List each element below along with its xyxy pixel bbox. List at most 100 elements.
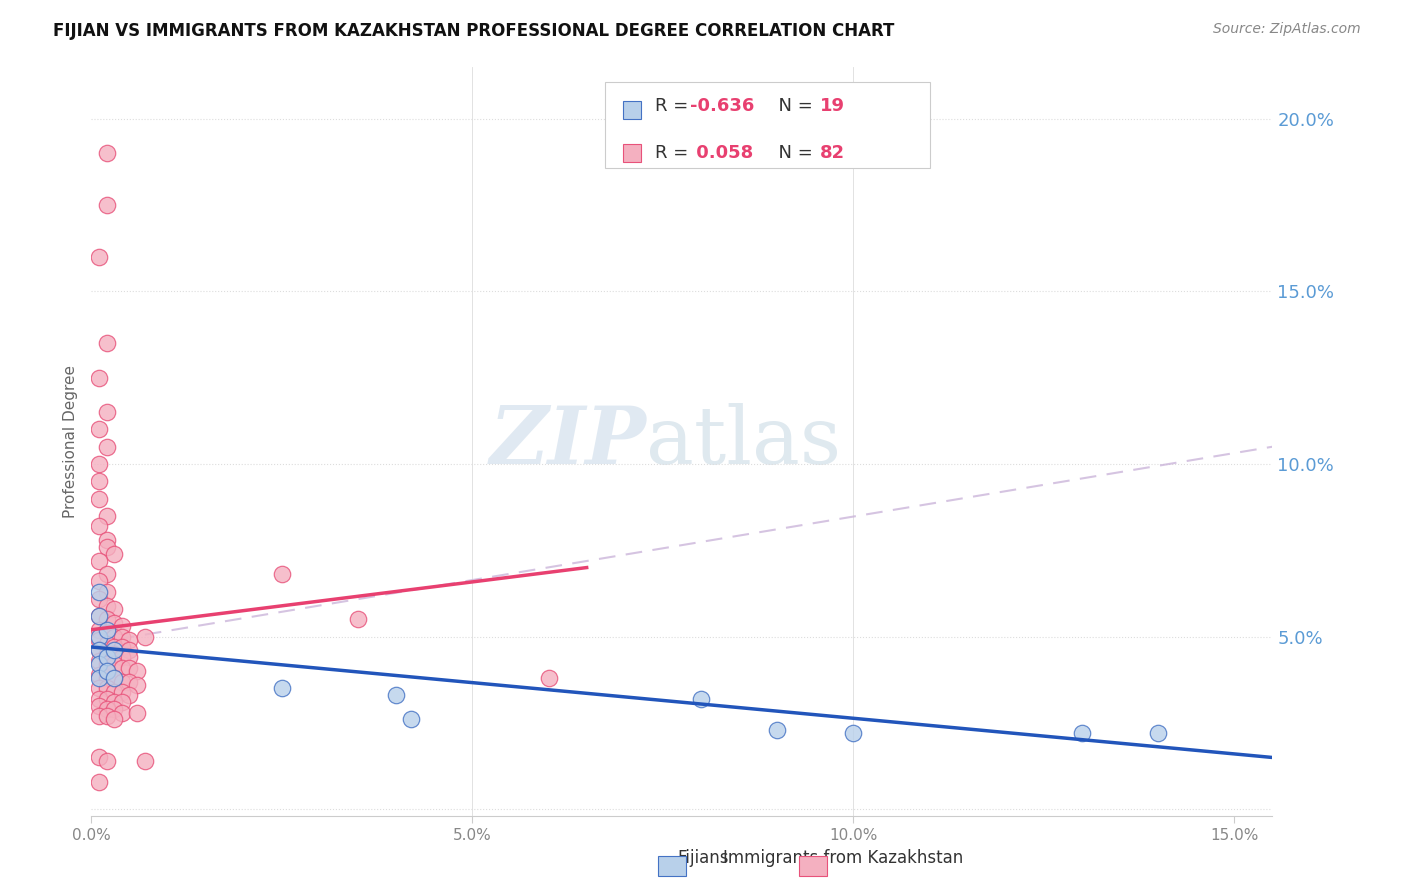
Text: FIJIAN VS IMMIGRANTS FROM KAZAKHSTAN PROFESSIONAL DEGREE CORRELATION CHART: FIJIAN VS IMMIGRANTS FROM KAZAKHSTAN PRO…: [53, 22, 894, 40]
Point: [87, 491, 110, 506]
Point: [103, 602, 125, 616]
Text: N =: N =: [766, 97, 818, 115]
FancyBboxPatch shape: [605, 82, 929, 168]
Point: [111, 640, 134, 654]
Point: [127, 678, 149, 692]
Point: [111, 619, 134, 633]
Point: [96, 626, 118, 640]
Point: [96, 650, 118, 665]
Point: [87, 643, 110, 657]
Point: [87, 654, 110, 668]
Point: [96, 198, 118, 212]
Point: [87, 667, 110, 681]
Text: R =: R =: [655, 97, 693, 115]
Point: [87, 774, 110, 789]
Point: [103, 685, 125, 699]
Point: [401, 713, 423, 727]
Point: [1147, 726, 1170, 740]
Point: [96, 754, 118, 768]
Point: [87, 691, 110, 706]
Point: [103, 630, 125, 644]
Point: [96, 612, 118, 626]
Point: [87, 608, 110, 623]
FancyBboxPatch shape: [623, 144, 641, 162]
Point: [766, 723, 789, 737]
Point: [111, 706, 134, 720]
Point: [127, 664, 149, 678]
Point: [96, 405, 118, 419]
Point: [87, 630, 110, 644]
Point: [270, 567, 292, 582]
Point: [96, 599, 118, 613]
Text: R =: R =: [655, 145, 693, 162]
Point: [96, 636, 118, 650]
Point: [96, 664, 118, 678]
Text: Immigrants from Kazakhstan: Immigrants from Kazakhstan: [724, 849, 963, 867]
Point: [537, 671, 560, 685]
Point: [134, 630, 156, 644]
Point: [118, 633, 141, 648]
Point: [96, 584, 118, 599]
Point: [103, 695, 125, 709]
Point: [96, 336, 118, 351]
Point: [96, 657, 118, 672]
Point: [96, 681, 118, 696]
Text: atlas: atlas: [647, 402, 842, 481]
Text: 82: 82: [820, 145, 845, 162]
Point: [111, 650, 134, 665]
Point: [87, 475, 110, 489]
Point: [118, 661, 141, 675]
FancyBboxPatch shape: [623, 101, 641, 120]
Point: [270, 681, 292, 696]
Point: [103, 657, 125, 672]
Text: Fijians: Fijians: [678, 849, 728, 867]
Point: [118, 689, 141, 703]
Point: [87, 608, 110, 623]
Point: [103, 547, 125, 561]
Text: 0.058: 0.058: [690, 145, 754, 162]
Point: [96, 647, 118, 661]
Point: [96, 664, 118, 678]
Point: [842, 726, 865, 740]
Text: -0.636: -0.636: [690, 97, 755, 115]
Point: [87, 671, 110, 685]
Point: [96, 709, 118, 723]
Point: [96, 146, 118, 161]
Point: [87, 554, 110, 568]
Point: [87, 574, 110, 589]
Point: [111, 630, 134, 644]
Point: [1071, 726, 1094, 740]
Text: Source: ZipAtlas.com: Source: ZipAtlas.com: [1213, 22, 1361, 37]
Point: [118, 650, 141, 665]
Point: [111, 695, 134, 709]
Point: [87, 643, 110, 657]
Point: [118, 674, 141, 689]
Point: [127, 706, 149, 720]
Point: [87, 457, 110, 471]
Point: [87, 623, 110, 637]
Point: [87, 709, 110, 723]
Point: [87, 422, 110, 436]
Point: [96, 440, 118, 454]
Text: ZIP: ZIP: [489, 403, 647, 480]
Point: [87, 633, 110, 648]
Point: [87, 657, 110, 672]
Point: [87, 250, 110, 264]
Point: [690, 691, 713, 706]
Point: [103, 671, 125, 685]
Point: [111, 674, 134, 689]
Point: [96, 691, 118, 706]
Point: [103, 49, 125, 63]
Point: [87, 591, 110, 606]
Point: [87, 519, 110, 533]
Point: [103, 702, 125, 716]
Point: [87, 750, 110, 764]
Point: [103, 671, 125, 685]
Point: [103, 643, 125, 657]
Point: [96, 671, 118, 685]
Point: [103, 615, 125, 630]
Text: 19: 19: [820, 97, 845, 115]
Text: N =: N =: [766, 145, 818, 162]
Point: [96, 623, 118, 637]
Point: [103, 640, 125, 654]
